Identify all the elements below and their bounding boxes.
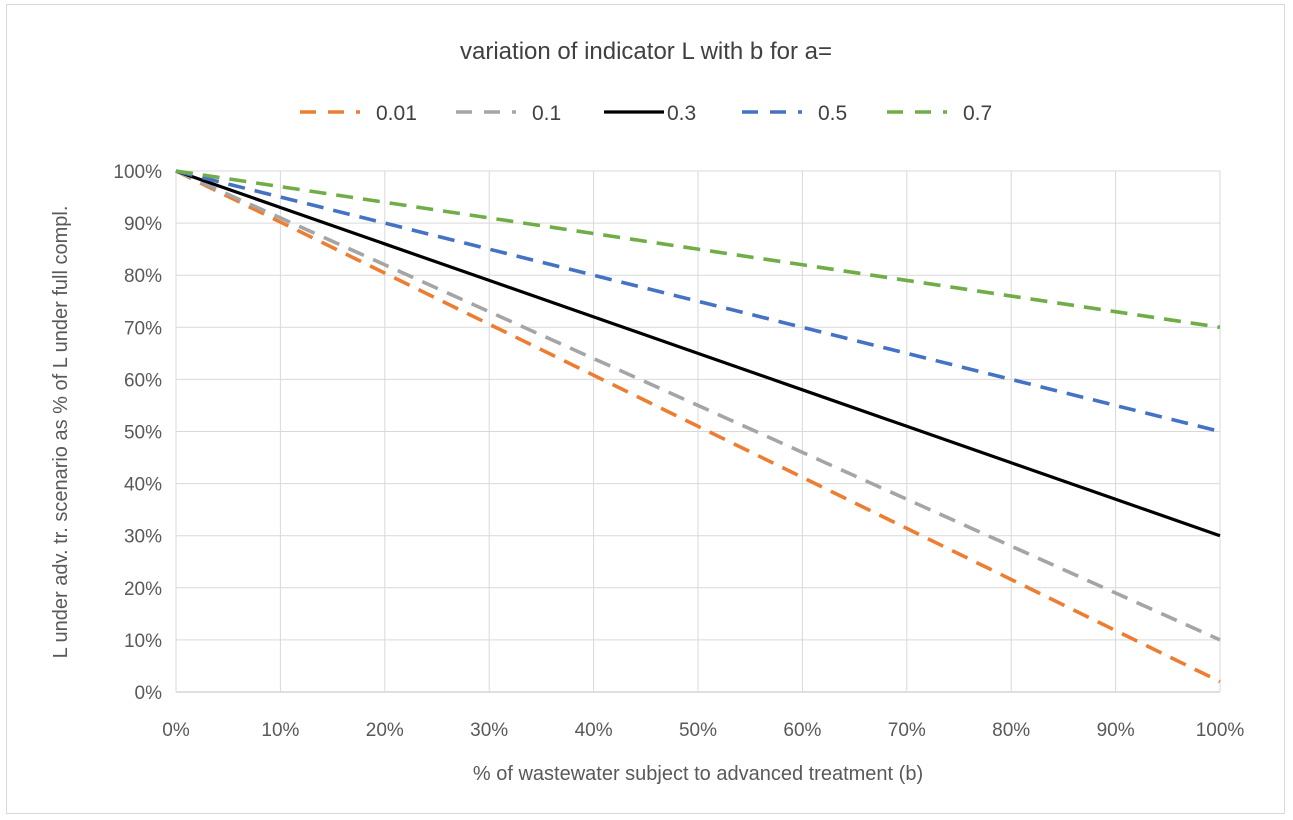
x-tick-label: 50% <box>679 720 717 741</box>
x-tick-label: 10% <box>261 720 299 741</box>
series-line-0-7 <box>175 169 1221 330</box>
y-tick-label: 10% <box>124 631 162 652</box>
y-tick-label: 80% <box>124 266 162 287</box>
y-tick-label: 100% <box>113 162 162 183</box>
y-tick-label: 30% <box>124 527 162 548</box>
y-tick-label: 70% <box>124 318 162 339</box>
x-tick-label: 30% <box>470 720 508 741</box>
y-axis-title: L under adv. tr. scenario as % of L unde… <box>50 206 72 659</box>
series-line-0-5 <box>175 169 1221 434</box>
x-tick-label: 90% <box>1097 720 1135 741</box>
series-line-0-1 <box>175 169 1221 642</box>
x-tick-label: 70% <box>888 720 926 741</box>
x-tick-label: 20% <box>366 720 404 741</box>
legend-label: 0.7 <box>963 102 992 125</box>
chart-title: variation of indicator L with b for a= <box>460 38 832 65</box>
gridlines <box>175 170 1221 693</box>
legend-label: 0.1 <box>532 102 561 125</box>
series-line-0-01 <box>175 169 1221 684</box>
y-tick-label: 0% <box>135 683 163 704</box>
legend-label: 0.5 <box>818 102 847 125</box>
legend-label: 0.3 <box>667 102 696 125</box>
y-axis-ticks: 0% 10% 20% 30% 40% 50% 60% 70% 80% 90% 100% <box>113 162 162 704</box>
x-tick-label: 60% <box>783 720 821 741</box>
chart-frame <box>6 4 1285 814</box>
y-tick-label: 50% <box>124 423 162 444</box>
y-tick-label: 60% <box>124 370 162 391</box>
series-line-0-3 <box>175 169 1221 538</box>
legend: 0.01 0.1 0.3 0.5 0.7 <box>300 102 992 125</box>
x-tick-label: 100% <box>1196 720 1245 741</box>
x-tick-label: 80% <box>992 720 1030 741</box>
x-axis-ticks: 0% 10% 20% 30% 40% 50% 60% 70% 80% 90% 100% <box>162 720 1244 741</box>
x-tick-label: 40% <box>575 720 613 741</box>
x-axis-title: % of wastewater subject to advanced trea… <box>473 763 923 785</box>
series-lines <box>175 169 1221 684</box>
y-tick-label: 20% <box>124 579 162 600</box>
x-tick-label: 0% <box>162 720 190 741</box>
legend-label: 0.01 <box>376 102 417 125</box>
y-tick-label: 40% <box>124 475 162 496</box>
y-tick-label: 90% <box>124 214 162 235</box>
